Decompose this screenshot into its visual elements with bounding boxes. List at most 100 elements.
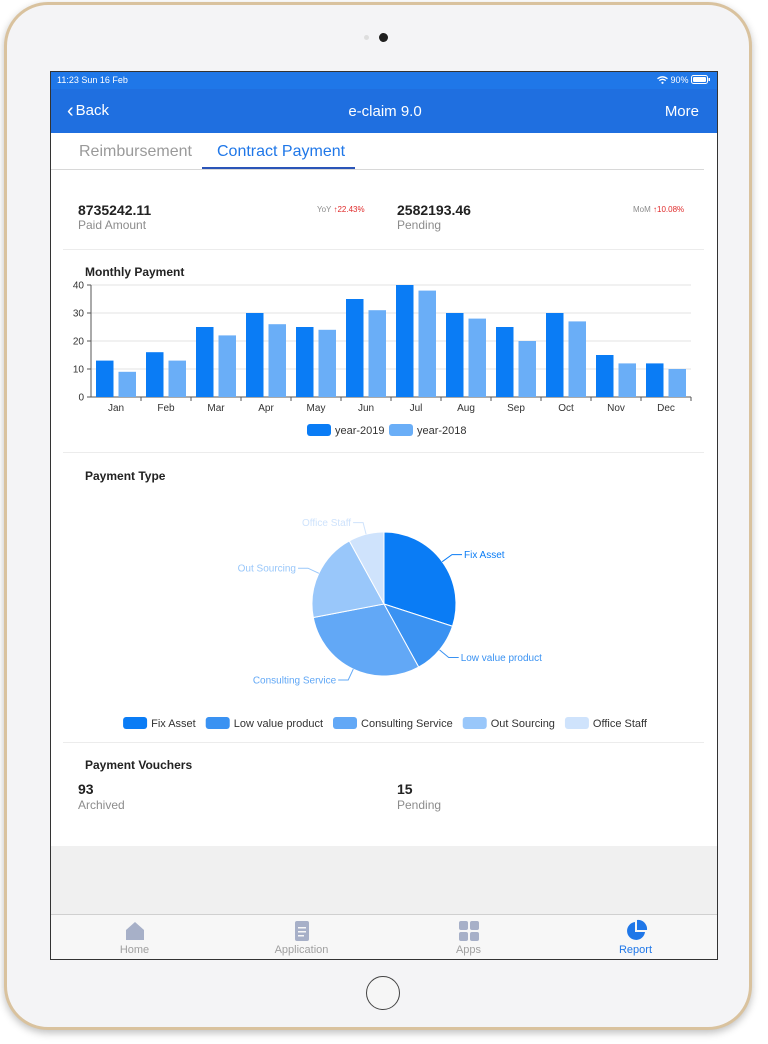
monthly-payment-title: Monthly Payment [85,265,185,279]
archived-label: Archived [78,798,125,812]
tabbar-report[interactable]: Report [552,915,717,959]
front-sensor [364,35,369,40]
payment-vouchers-title: Payment Vouchers [85,758,193,772]
mom-delta: MoM ↑10.08% [633,205,684,214]
arrow-up-icon: ↑ [653,205,658,214]
legend-label: Consulting Service [361,718,453,730]
y-tick-label: 20 [73,337,85,348]
battery-percent: 90% [670,75,689,85]
bar-year-2018-Dec [668,369,686,397]
bar-year-2019-Oct [546,313,564,397]
bar-year-2018-Nov [618,363,636,397]
monthly-payment-chart: 0 10 20 30 40 Jan Feb Mar Apr May Jun Jul Aug Sep Oct N… [73,281,692,437]
section-divider [63,249,704,250]
legend-swatch [205,717,230,729]
x-tick-label: Mar [207,403,225,414]
y-tick-label: 30 [73,309,85,320]
bar-year-2019-May [296,327,314,397]
chevron-left-icon: ‹ [67,100,74,122]
payment-type-title: Payment Type [85,469,166,483]
mom-value: 10.08% [657,205,685,214]
yoy-delta: YoY ↑22.43% [317,205,365,214]
document-icon [295,921,309,941]
front-camera [379,33,388,42]
legend-swatch [307,424,331,436]
legend-label: Office Staff [593,718,648,730]
pie-label: Office Staff [302,518,351,529]
pie-label-line [353,522,367,535]
y-tick-label: 10 [73,365,85,376]
bar-year-2018-Apr [268,324,286,397]
payment-type-chart: Fix Asset Low value product Consulting Ser… [123,518,648,730]
archived-count: 93 [78,781,94,797]
home-button[interactable] [366,976,400,1010]
paid-amount-value: 8735242.11 [78,202,152,218]
x-tick-label: Nov [607,403,625,414]
x-tick-label: Oct [558,403,574,414]
bar-year-2018-May [318,329,336,397]
x-tick-label: May [307,403,326,414]
tabbar-application-label: Application [274,944,329,956]
tabbar-application[interactable]: Application [218,915,385,959]
pie-chart-icon [627,919,648,940]
bar-year-2019-Nov [596,355,614,397]
page-title: e-claim 9.0 [348,103,422,120]
bar-year-2018-Feb [168,360,186,397]
vouchers-pending-count: 15 [397,781,413,797]
section-divider [63,742,704,743]
tabbar-apps-label: Apps [455,944,482,956]
wifi-icon [657,76,668,84]
pending-amount-label: Pending [397,218,442,232]
bar-year-2019-Sep [496,327,514,397]
app-screen: 11:23 Sun 16 Feb 90% ‹ Back e-claim 9.0 M… [50,71,718,960]
bar-year-2019-Jun [346,299,364,397]
tabbar-home[interactable]: Home [51,915,218,959]
legend-label: year-2019 [335,425,385,437]
bar-year-2019-Aug [446,313,464,397]
navigation-bar: ‹ Back e-claim 9.0 More [51,89,717,133]
x-tick-label: Apr [258,403,274,414]
bottom-tab-bar: Home Application Apps [51,914,717,959]
bar-year-2019-Apr [246,313,264,397]
legend-swatch [462,717,487,729]
legend-swatch [123,717,148,729]
pie-label-line [298,567,320,574]
pie-legend: Fix Asset Low value product Consulting Ser… [123,717,648,730]
vouchers-pending-label: Pending [397,798,442,812]
home-icon [126,922,144,940]
bar-year-2018-Jan [118,371,136,397]
bar-year-2018-Jul [418,290,436,397]
bar-year-2018-Oct [568,321,586,397]
bar-year-2018-Aug [468,318,486,397]
pie-label-line [439,649,459,658]
tabbar-apps[interactable]: Apps [385,915,552,959]
pie-slice-out-sourcing [311,540,385,619]
pie-label: Consulting Service [253,676,337,687]
segment-tabs: Reimbursement Contract Payment [51,133,717,171]
tabbar-home-label: Home [119,944,150,956]
bar-year-2019-Feb [146,352,164,397]
legend-swatch [564,717,589,729]
back-button[interactable]: ‹ Back [67,100,109,122]
legend-label: Low value product [234,718,323,730]
grid-icon [459,921,479,941]
section-divider [63,452,704,453]
more-button[interactable]: More [664,103,699,120]
pie-label: Fix Asset [464,550,505,561]
tab-contract-payment[interactable]: Contract Payment [217,143,346,160]
bar-year-2019-Mar [196,327,214,397]
mom-label: MoM [633,205,651,214]
tab-reimbursement[interactable]: Reimbursement [79,143,192,160]
x-tick-label: Feb [157,403,175,414]
paid-amount-label: Paid Amount [78,218,147,232]
y-tick-label: 40 [73,281,85,292]
pie-label: Low value product [461,653,542,664]
x-tick-label: Aug [457,403,475,414]
legend-label: Out Sourcing [491,718,555,730]
bar-year-2018-Jun [368,310,386,397]
active-tab-indicator [202,167,355,169]
battery-indicator: 90% [657,75,711,85]
bar-year-2019-Dec [646,363,664,397]
arrow-up-icon: ↑ [333,205,338,214]
legend-label: Fix Asset [151,718,196,730]
